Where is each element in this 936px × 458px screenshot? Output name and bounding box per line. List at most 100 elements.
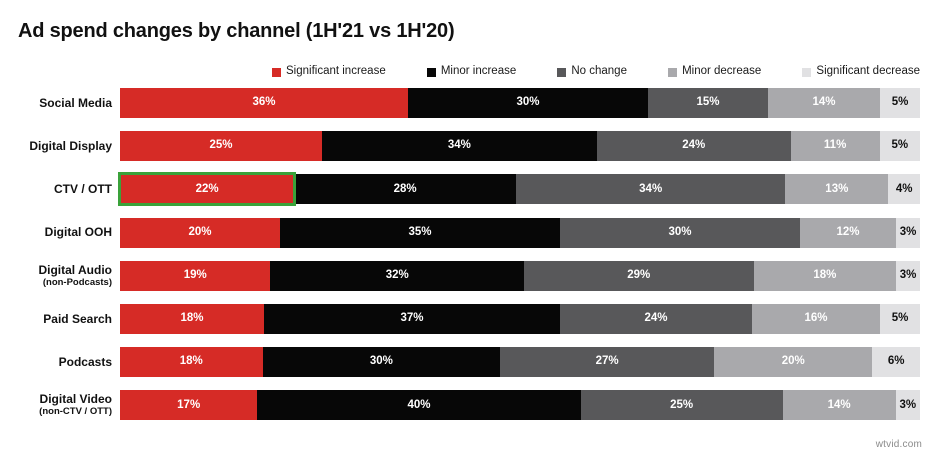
chart-row: Podcasts 18% 30% 27% 20% 6%	[0, 347, 936, 378]
bar-segment-value: 24%	[682, 139, 706, 152]
row-category-label: Digital Display	[0, 131, 112, 161]
bar-segment-value: 19%	[183, 269, 207, 282]
bar-segment[interactable]: 5%	[879, 131, 920, 162]
bar-segment[interactable]: 14%	[782, 390, 896, 421]
bar-segment[interactable]: 15%	[648, 88, 768, 118]
bar-segment[interactable]: 40%	[257, 390, 581, 421]
chart-row: Digital Display 25% 34% 24% 11% 5%	[0, 131, 936, 162]
legend-item-label: No change	[571, 65, 627, 78]
bar-segment[interactable]: 30%	[560, 217, 800, 248]
bar-segment[interactable]: 4%	[888, 174, 920, 205]
bar-segment-value: 5%	[891, 96, 909, 109]
bar-segment[interactable]: 36%	[120, 88, 408, 118]
bar-segment-value: 40%	[407, 398, 431, 411]
bar-segment[interactable]: 30%	[262, 347, 501, 378]
bar-segment[interactable]: 6%	[872, 347, 920, 378]
bar-segment[interactable]: 13%	[785, 174, 889, 205]
bar-segment[interactable]: 30%	[408, 88, 648, 118]
row-category-label: CTV / OTT	[0, 174, 112, 204]
row-category-label-line1: Paid Search	[43, 311, 112, 326]
row-category-label-line1: CTV / OTT	[54, 181, 112, 196]
row-category-label-line1: Podcasts	[58, 354, 112, 369]
chart-row: Digital Audio (non-Podcasts) 19% 32% 29% 18% 3…	[0, 260, 936, 291]
legend-item[interactable]: Minor increase	[426, 66, 516, 78]
legend-item[interactable]: No change	[557, 66, 627, 78]
bar-segment[interactable]: 14%	[768, 88, 880, 118]
bar-segment[interactable]: 35%	[280, 217, 560, 248]
bar-segment[interactable]: 24%	[560, 304, 752, 334]
bar-segment[interactable]: 19%	[120, 260, 271, 291]
stacked-bar: 25% 34% 24% 11% 5%	[120, 131, 920, 162]
row-category-label-line2: (non-CTV / OTT)	[39, 406, 112, 418]
bar-segment[interactable]: 3%	[896, 217, 920, 248]
watermark: wtvid.com	[875, 439, 922, 450]
bar-segment[interactable]: 24%	[596, 131, 791, 162]
legend-item[interactable]: Minor decrease	[668, 66, 761, 78]
chart-legend: Significant increase Minor increase No cha…	[272, 63, 920, 81]
bar-segment-value: 35%	[408, 225, 432, 238]
bar-segment[interactable]: 18%	[753, 260, 897, 291]
bar-segment-value: 17%	[177, 398, 201, 411]
bar-segment-value: 30%	[516, 96, 540, 109]
bar-segment-value: 30%	[369, 355, 393, 368]
bar-segment-value: 6%	[887, 355, 905, 368]
legend-swatch-icon	[426, 67, 436, 77]
bar-segment[interactable]: 3%	[895, 390, 920, 421]
bar-segment-highlighted[interactable]: 22%	[117, 172, 297, 207]
bar-segment-value: 3%	[899, 398, 917, 411]
stacked-bar: 19% 32% 29% 18% 3%	[120, 260, 920, 291]
row-category-label-line1: Digital Audio	[38, 262, 112, 277]
legend-item-label: Significant increase	[286, 65, 386, 78]
bar-segment[interactable]: 20%	[120, 217, 280, 248]
bar-segment-value: 13%	[825, 182, 849, 195]
stacked-bar: 18% 30% 27% 20% 6%	[120, 347, 920, 378]
legend-item[interactable]: Significant increase	[272, 66, 386, 78]
bar-segment-value: 25%	[670, 398, 694, 411]
bar-segment[interactable]: 11%	[790, 131, 880, 162]
stacked-bar: 36% 30% 15% 14% 5%	[120, 88, 920, 118]
bar-segment[interactable]: 3%	[896, 260, 920, 291]
bar-segment[interactable]: 12%	[800, 217, 896, 248]
legend-swatch-icon	[272, 67, 281, 77]
bar-segment-value: 15%	[696, 96, 720, 109]
bar-segment-value: 18%	[180, 312, 204, 325]
bar-segment-value: 30%	[668, 225, 692, 238]
chart-row: Digital OOH 20% 35% 30% 12% 3%	[0, 217, 936, 248]
bar-segment[interactable]: 25%	[580, 390, 783, 421]
chart-row: CTV / OTT 22% 28% 34% 13% 4%	[0, 172, 936, 207]
bar-segment-value: 14%	[812, 96, 836, 109]
bar-segment[interactable]: 27%	[500, 347, 715, 378]
legend-swatch-icon	[668, 67, 678, 77]
bar-segment-value: 3%	[899, 225, 917, 238]
legend-item-label: Significant decrease	[816, 65, 920, 78]
bar-segment-value: 25%	[209, 139, 233, 152]
bar-segment[interactable]: 29%	[523, 260, 754, 291]
bar-segment[interactable]: 18%	[120, 347, 263, 378]
bar-segment[interactable]: 5%	[880, 88, 920, 118]
bar-segment[interactable]: 25%	[120, 131, 323, 162]
bar-segment[interactable]: 32%	[270, 260, 524, 291]
bar-segment[interactable]: 16%	[752, 304, 880, 334]
bar-segment[interactable]: 34%	[322, 131, 597, 162]
bar-segment[interactable]: 34%	[516, 174, 786, 205]
page-title: Ad spend changes by channel (1H'21 vs 1H…	[18, 20, 455, 42]
row-category-label-line2: (non-Podcasts)	[42, 276, 112, 288]
bar-segment[interactable]: 37%	[264, 304, 560, 334]
bar-segment-value: 22%	[195, 182, 219, 195]
row-category-label: Digital Video (non-CTV / OTT)	[0, 390, 112, 420]
bar-segment[interactable]: 20%	[714, 347, 873, 378]
bar-segment-value: 20%	[781, 355, 805, 368]
legend-swatch-icon	[802, 67, 812, 77]
bar-segment-value: 16%	[804, 312, 828, 325]
row-category-label: Paid Search	[0, 304, 112, 334]
legend-swatch-icon	[557, 67, 567, 77]
bar-segment-value: 29%	[627, 269, 651, 282]
bar-segment[interactable]: 18%	[120, 304, 264, 334]
bar-segment[interactable]: 28%	[294, 174, 517, 205]
bar-segment-value: 18%	[813, 269, 837, 282]
legend-item-label: Minor decrease	[682, 65, 762, 78]
bar-segment[interactable]: 5%	[880, 304, 920, 334]
bar-segment[interactable]: 17%	[120, 390, 258, 421]
legend-item[interactable]: Significant decrease	[802, 66, 920, 78]
bar-segment-value: 14%	[827, 398, 851, 411]
